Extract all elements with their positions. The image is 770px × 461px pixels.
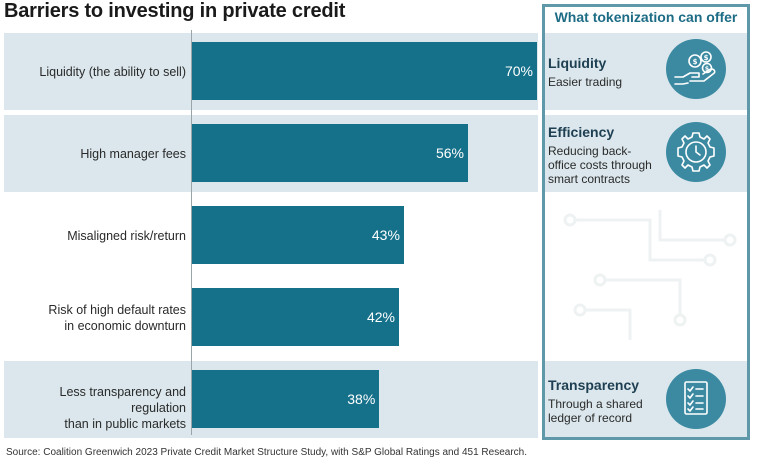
bar-value-label: 42% — [366, 309, 395, 325]
category-label-line: Misaligned risk/return — [67, 228, 186, 243]
svg-text:$: $ — [705, 66, 709, 73]
category-label: Risk of high default rates in economic do… — [4, 302, 186, 334]
category-label-line: Liquidity (the ability to sell) — [39, 64, 186, 79]
category-label-line: than in public markets — [64, 416, 186, 431]
category-label-line: in economic downturn — [64, 318, 186, 333]
tokenization-panel — [542, 4, 750, 440]
bar — [192, 370, 380, 428]
svg-text:$: $ — [704, 54, 709, 62]
benefit-text-liquidity: Easier trading — [548, 75, 623, 89]
bar — [192, 124, 468, 182]
benefit-heading-transparency: Transparency — [548, 377, 640, 393]
category-label: Misaligned risk/return — [4, 228, 186, 244]
chart-title: Barriers to investing in private credit — [4, 0, 346, 22]
benefit-heading-efficiency: Efficiency — [548, 124, 615, 140]
bar — [192, 206, 404, 264]
benefit-heading-liquidity: Liquidity — [548, 55, 607, 71]
source-note: Source: Coalition Greenwich 2023 Private… — [6, 447, 528, 458]
category-label: High manager fees — [4, 146, 186, 162]
bar — [192, 42, 537, 100]
benefit-text-transparency: Through a shared ledger of record — [548, 397, 643, 425]
category-label-line: Less transparency and regulation — [59, 384, 186, 415]
category-label-line: High manager fees — [80, 146, 186, 161]
bar-value-label: 70% — [504, 63, 533, 79]
bar — [192, 288, 399, 346]
bar-value-label: 38% — [347, 391, 376, 407]
category-axis-line — [191, 30, 192, 435]
gear-clock-icon — [666, 122, 726, 182]
category-label: Less transparency and regulation than in … — [4, 384, 186, 432]
bar-value-label: 56% — [435, 145, 464, 161]
category-label-line: Risk of high default rates — [48, 302, 186, 317]
svg-text:$: $ — [693, 58, 698, 66]
category-label: Liquidity (the ability to sell) — [4, 64, 186, 80]
checklist-icon — [666, 369, 726, 429]
benefit-text-efficiency: Reducing back-office costs through smart… — [548, 144, 652, 186]
hand-coins-icon: $ $ $ — [666, 39, 726, 99]
panel-title: What tokenization can offer — [554, 9, 738, 25]
bar-value-label: 43% — [371, 227, 400, 243]
circuit-pattern-decoration — [563, 210, 737, 340]
